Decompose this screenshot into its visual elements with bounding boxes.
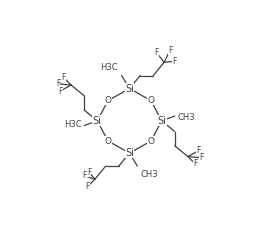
Text: F: F [58, 87, 62, 95]
Text: F: F [197, 146, 201, 155]
Text: O: O [147, 137, 154, 146]
Text: F: F [193, 159, 197, 168]
Text: Si: Si [157, 116, 166, 126]
Text: CH3: CH3 [177, 113, 195, 122]
Text: F: F [87, 168, 91, 177]
Text: CH3: CH3 [141, 170, 159, 179]
Text: F: F [155, 48, 159, 57]
Text: Si: Si [125, 84, 134, 94]
Text: Si: Si [93, 116, 102, 126]
Text: F: F [85, 182, 90, 191]
Text: F: F [82, 171, 87, 180]
Text: H3C: H3C [64, 120, 81, 129]
Text: F: F [172, 57, 177, 66]
Text: H3C: H3C [100, 63, 118, 72]
Text: F: F [168, 46, 172, 55]
Text: Si: Si [125, 148, 134, 158]
Text: F: F [56, 79, 60, 88]
Text: O: O [147, 96, 154, 105]
Text: O: O [105, 137, 112, 146]
Text: O: O [105, 96, 112, 105]
Text: F: F [199, 153, 203, 162]
Text: F: F [62, 73, 66, 82]
